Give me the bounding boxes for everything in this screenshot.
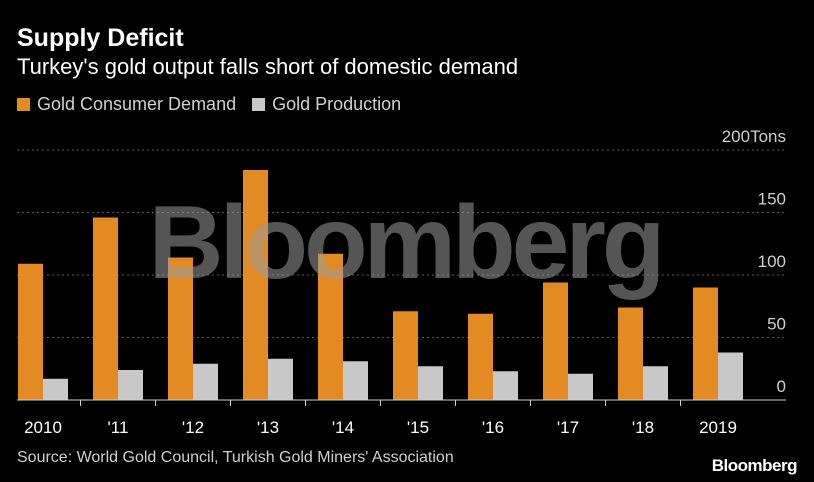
bar-demand xyxy=(543,282,568,400)
chart-subtitle: Turkey's gold output falls short of dome… xyxy=(17,54,519,79)
y-tick-label: 50 xyxy=(767,315,786,334)
bar-demand xyxy=(168,257,193,400)
bar-demand xyxy=(618,307,643,400)
bar-production xyxy=(343,361,368,400)
bar-demand xyxy=(243,170,268,400)
legend: Gold Consumer Demand Gold Production xyxy=(17,94,417,115)
legend-label-production: Gold Production xyxy=(272,94,402,114)
bar-demand xyxy=(693,287,718,400)
bar-production xyxy=(118,370,143,400)
x-tick-label: 2019 xyxy=(699,418,737,437)
legend-label-demand: Gold Consumer Demand xyxy=(37,94,237,114)
y-tick-label: 0 xyxy=(777,377,786,396)
x-tick-label: 2010 xyxy=(24,418,62,437)
x-tick-label: '13 xyxy=(257,418,279,437)
bloomberg-logo: Bloomberg xyxy=(711,456,798,475)
bar-demand xyxy=(93,217,118,400)
bar-demand xyxy=(393,311,418,400)
source-note: Source: World Gold Council, Turkish Gold… xyxy=(17,449,454,466)
y-tick-label: 200Tons xyxy=(722,127,786,146)
legend-swatch-demand xyxy=(17,98,30,111)
chart-title: Supply Deficit xyxy=(17,24,184,52)
bar-production xyxy=(418,366,443,400)
bar-production xyxy=(268,358,293,400)
x-tick-label: '17 xyxy=(557,418,579,437)
bar-production xyxy=(43,378,68,400)
bar-demand xyxy=(318,253,343,400)
bar-demand xyxy=(468,313,493,400)
bar-production xyxy=(493,371,518,400)
x-tick-label: '15 xyxy=(407,418,429,437)
x-tick-label: '14 xyxy=(332,418,354,437)
bloomberg-watermark: Bloomberg xyxy=(149,185,662,301)
x-tick-label: '11 xyxy=(108,418,129,437)
legend-item-demand: Gold Consumer Demand xyxy=(17,94,236,115)
bar-production xyxy=(193,363,218,400)
legend-item-production: Gold Production xyxy=(252,94,401,115)
bar-demand xyxy=(18,263,43,400)
x-tick-label: '18 xyxy=(632,418,654,437)
bar-production xyxy=(568,373,593,400)
y-tick-label: 150 xyxy=(758,190,786,209)
x-tick-label: '16 xyxy=(482,418,504,437)
legend-swatch-production xyxy=(252,98,266,111)
bar-production xyxy=(718,352,743,400)
y-tick-label: 100 xyxy=(758,252,786,271)
x-tick-label: '12 xyxy=(182,418,204,437)
bar-production xyxy=(643,366,668,400)
